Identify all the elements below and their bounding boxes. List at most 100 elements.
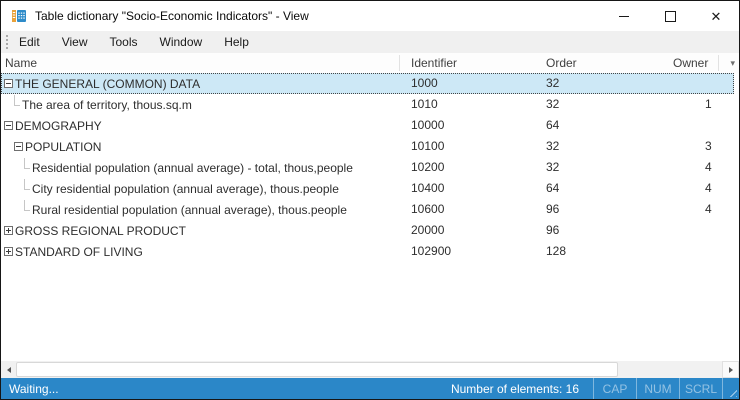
- table-row[interactable]: POPULATION 10100 32 3: [1, 136, 734, 157]
- minimize-button[interactable]: [601, 1, 647, 31]
- dictionary-list-view: Name Identifier Order Owner ▾ THE GENERA…: [1, 53, 739, 361]
- row-name-cell: DEMOGRAPHY: [1, 119, 102, 133]
- expand-toggle-icon[interactable]: [4, 226, 13, 235]
- row-identifier: 20000: [411, 223, 445, 237]
- status-bar: Waiting... Number of elements: 16 CAP NU…: [1, 378, 739, 399]
- close-button[interactable]: ✕: [693, 1, 739, 31]
- expand-toggle-icon[interactable]: [4, 121, 13, 130]
- table-row[interactable]: DEMOGRAPHY 10000 64: [1, 115, 734, 136]
- row-owner: 1: [705, 97, 712, 111]
- status-indicator-scrl: SCRL: [679, 378, 722, 399]
- row-order: 128: [546, 244, 567, 258]
- row-name-cell: Residential population (annual average) …: [1, 158, 353, 175]
- window-title: Table dictionary "Socio-Economic Indicat…: [35, 9, 309, 23]
- row-name: The area of territory, thous.sq.m: [22, 97, 192, 112]
- minimize-icon: [619, 15, 629, 17]
- row-name-cell: GROSS REGIONAL PRODUCT: [1, 224, 186, 238]
- header-separator: [399, 55, 400, 71]
- toolbar-grip-icon[interactable]: [6, 35, 8, 49]
- menu-item-window[interactable]: Window: [159, 35, 203, 49]
- row-identifier: 1010: [411, 97, 438, 111]
- table-row[interactable]: THE GENERAL (COMMON) DATA 1000 32: [1, 73, 734, 94]
- scrollbar-thumb[interactable]: [16, 362, 618, 377]
- row-name-cell: POPULATION: [1, 140, 101, 154]
- row-order: 32: [546, 97, 560, 111]
- window-controls: ✕: [601, 1, 739, 31]
- row-identifier: 10200: [411, 160, 445, 174]
- menu-item-tools[interactable]: Tools: [109, 35, 138, 49]
- row-order: 64: [546, 118, 560, 132]
- row-identifier: 10000: [411, 118, 445, 132]
- row-order: 32: [546, 139, 560, 153]
- maximize-icon: [664, 10, 676, 22]
- row-identifier: 10100: [411, 139, 445, 153]
- header-separator: [718, 55, 719, 71]
- column-header-name[interactable]: Name: [5, 56, 38, 70]
- row-owner: 4: [705, 181, 712, 195]
- header-dropdown-icon[interactable]: ▾: [730, 58, 735, 68]
- tree-connector-icon: [24, 179, 30, 190]
- row-name: DEMOGRAPHY: [15, 118, 102, 133]
- table-row[interactable]: Residential population (annual average) …: [1, 157, 734, 178]
- status-indicator-cap: CAP: [593, 378, 636, 399]
- row-identifier: 10400: [411, 181, 445, 195]
- resize-grip[interactable]: [722, 378, 739, 399]
- row-name: STANDARD OF LIVING: [15, 244, 143, 259]
- row-order: 96: [546, 223, 560, 237]
- row-order: 32: [546, 76, 560, 90]
- row-order: 96: [546, 202, 560, 216]
- column-header-order[interactable]: Order: [546, 56, 577, 70]
- tree-connector-icon: [24, 200, 30, 211]
- table-row[interactable]: STANDARD OF LIVING 102900 128: [1, 241, 734, 262]
- row-name-cell: City residential population (annual aver…: [1, 179, 339, 196]
- table-row[interactable]: City residential population (annual aver…: [1, 178, 734, 199]
- status-message: Waiting...: [9, 381, 59, 396]
- table-dictionary-icon: [11, 8, 27, 24]
- row-identifier: 1000: [411, 76, 438, 90]
- maximize-button[interactable]: [647, 1, 693, 31]
- status-indicator-num: NUM: [636, 378, 679, 399]
- row-owner: 3: [705, 139, 712, 153]
- menu-bar: Edit View Tools Window Help: [1, 31, 739, 53]
- menu-item-view[interactable]: View: [61, 35, 88, 49]
- row-identifier: 102900: [411, 244, 452, 258]
- expand-toggle-icon[interactable]: [4, 247, 13, 256]
- row-name: GROSS REGIONAL PRODUCT: [15, 223, 186, 238]
- table-row[interactable]: GROSS REGIONAL PRODUCT 20000 96: [1, 220, 734, 241]
- row-name: POPULATION: [25, 139, 102, 154]
- table-row[interactable]: The area of territory, thous.sq.m 1010 3…: [1, 94, 734, 115]
- row-name-cell: STANDARD OF LIVING: [1, 245, 143, 259]
- row-name: Residential population (annual average) …: [32, 160, 353, 175]
- tree-table-body: THE GENERAL (COMMON) DATA 1000 32 The ar…: [1, 73, 739, 361]
- expand-toggle-icon[interactable]: [14, 142, 23, 151]
- row-name-cell: Rural residential population (annual ave…: [1, 200, 347, 217]
- row-name: Rural residential population (annual ave…: [32, 202, 347, 217]
- row-name: THE GENERAL (COMMON) DATA: [15, 76, 201, 91]
- row-identifier: 10600: [411, 202, 445, 216]
- horizontal-scrollbar[interactable]: [1, 361, 739, 378]
- title-bar: Table dictionary "Socio-Economic Indicat…: [1, 1, 739, 31]
- column-header-identifier[interactable]: Identifier: [411, 56, 458, 70]
- element-count: Number of elements: 16: [450, 381, 579, 396]
- tree-connector-icon: [24, 158, 30, 169]
- row-order: 64: [546, 181, 560, 195]
- row-order: 32: [546, 160, 560, 174]
- row-name-cell: The area of territory, thous.sq.m: [1, 95, 192, 112]
- menu-item-edit[interactable]: Edit: [19, 35, 40, 49]
- scroll-left-button[interactable]: [1, 361, 16, 378]
- left-arrow-icon: [6, 366, 11, 373]
- close-icon: ✕: [710, 8, 722, 24]
- right-arrow-icon: [728, 366, 733, 373]
- scroll-right-button[interactable]: [722, 361, 739, 378]
- row-name: City residential population (annual aver…: [32, 181, 339, 196]
- column-header-row: Name Identifier Order Owner ▾: [1, 53, 739, 73]
- row-owner: 4: [705, 202, 712, 216]
- tree-connector-icon: [14, 95, 20, 106]
- row-owner: 4: [705, 160, 712, 174]
- menu-item-help[interactable]: Help: [224, 35, 249, 49]
- table-row[interactable]: Rural residential population (annual ave…: [1, 199, 734, 220]
- column-header-owner[interactable]: Owner: [673, 56, 709, 70]
- expand-toggle-icon[interactable]: [4, 79, 13, 88]
- row-name-cell: THE GENERAL (COMMON) DATA: [1, 77, 200, 91]
